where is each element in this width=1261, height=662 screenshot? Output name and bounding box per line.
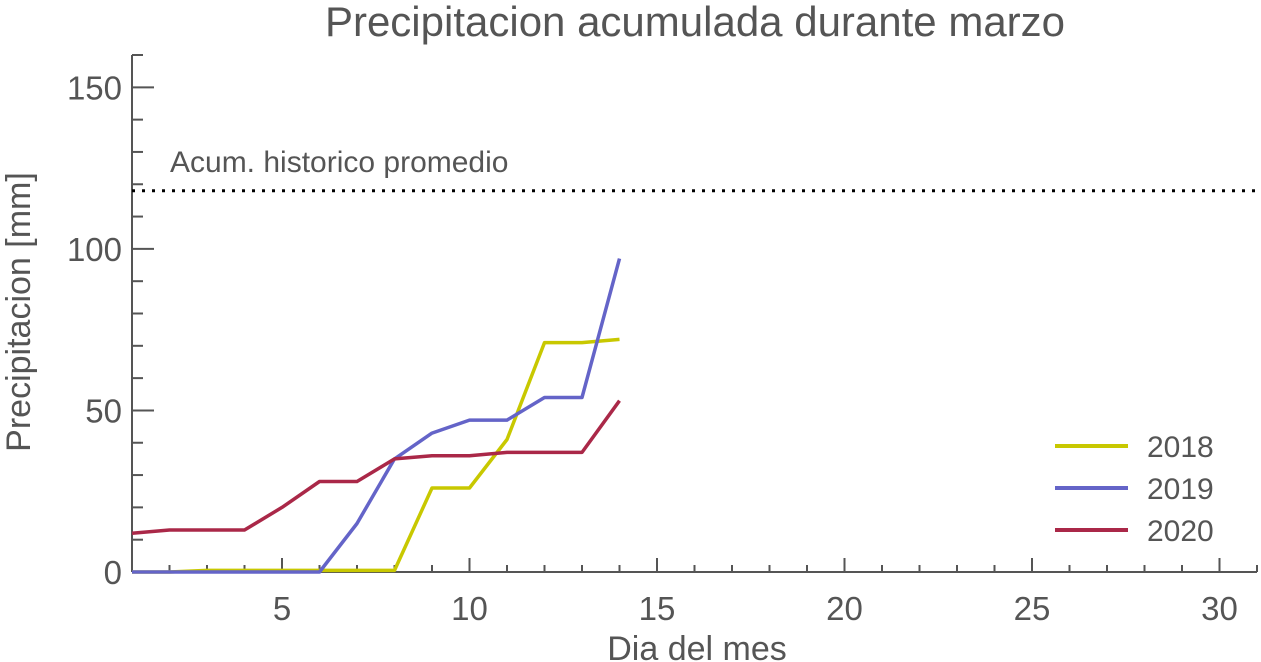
chart-title: Precipitacion acumulada durante marzo <box>325 0 1065 45</box>
x-axis-label: Dia del mes <box>607 630 787 662</box>
y-tick-label: 0 <box>104 554 122 591</box>
x-tick-label: 5 <box>273 590 291 627</box>
series-lines <box>131 258 622 574</box>
y-tick-label: 100 <box>67 231 122 268</box>
series-line-2018 <box>132 337 620 574</box>
x-tick-label: 10 <box>451 590 488 627</box>
y-axis-label: Precipitacion [mm] <box>0 172 38 452</box>
legend-label-2019: 2019 <box>1147 473 1214 506</box>
series-line-2019 <box>132 258 622 574</box>
y-tick-labels: 0 50 100 150 <box>67 69 122 591</box>
legend: 2018 2019 2020 <box>1055 431 1214 548</box>
x-tick-label: 15 <box>639 590 676 627</box>
x-tick-label: 25 <box>1014 590 1051 627</box>
x-tick-label: 20 <box>826 590 863 627</box>
y-tick-label: 50 <box>85 392 122 429</box>
x-tick-labels: 5 10 15 20 25 30 <box>273 590 1238 627</box>
legend-label-2020: 2020 <box>1147 515 1214 548</box>
legend-label-2018: 2018 <box>1147 431 1214 464</box>
y-tick-label: 150 <box>67 69 122 106</box>
x-tick-label: 30 <box>1201 590 1238 627</box>
series-line-2020 <box>131 399 621 535</box>
reference-line-label: Acum. historico promedio <box>170 146 508 179</box>
